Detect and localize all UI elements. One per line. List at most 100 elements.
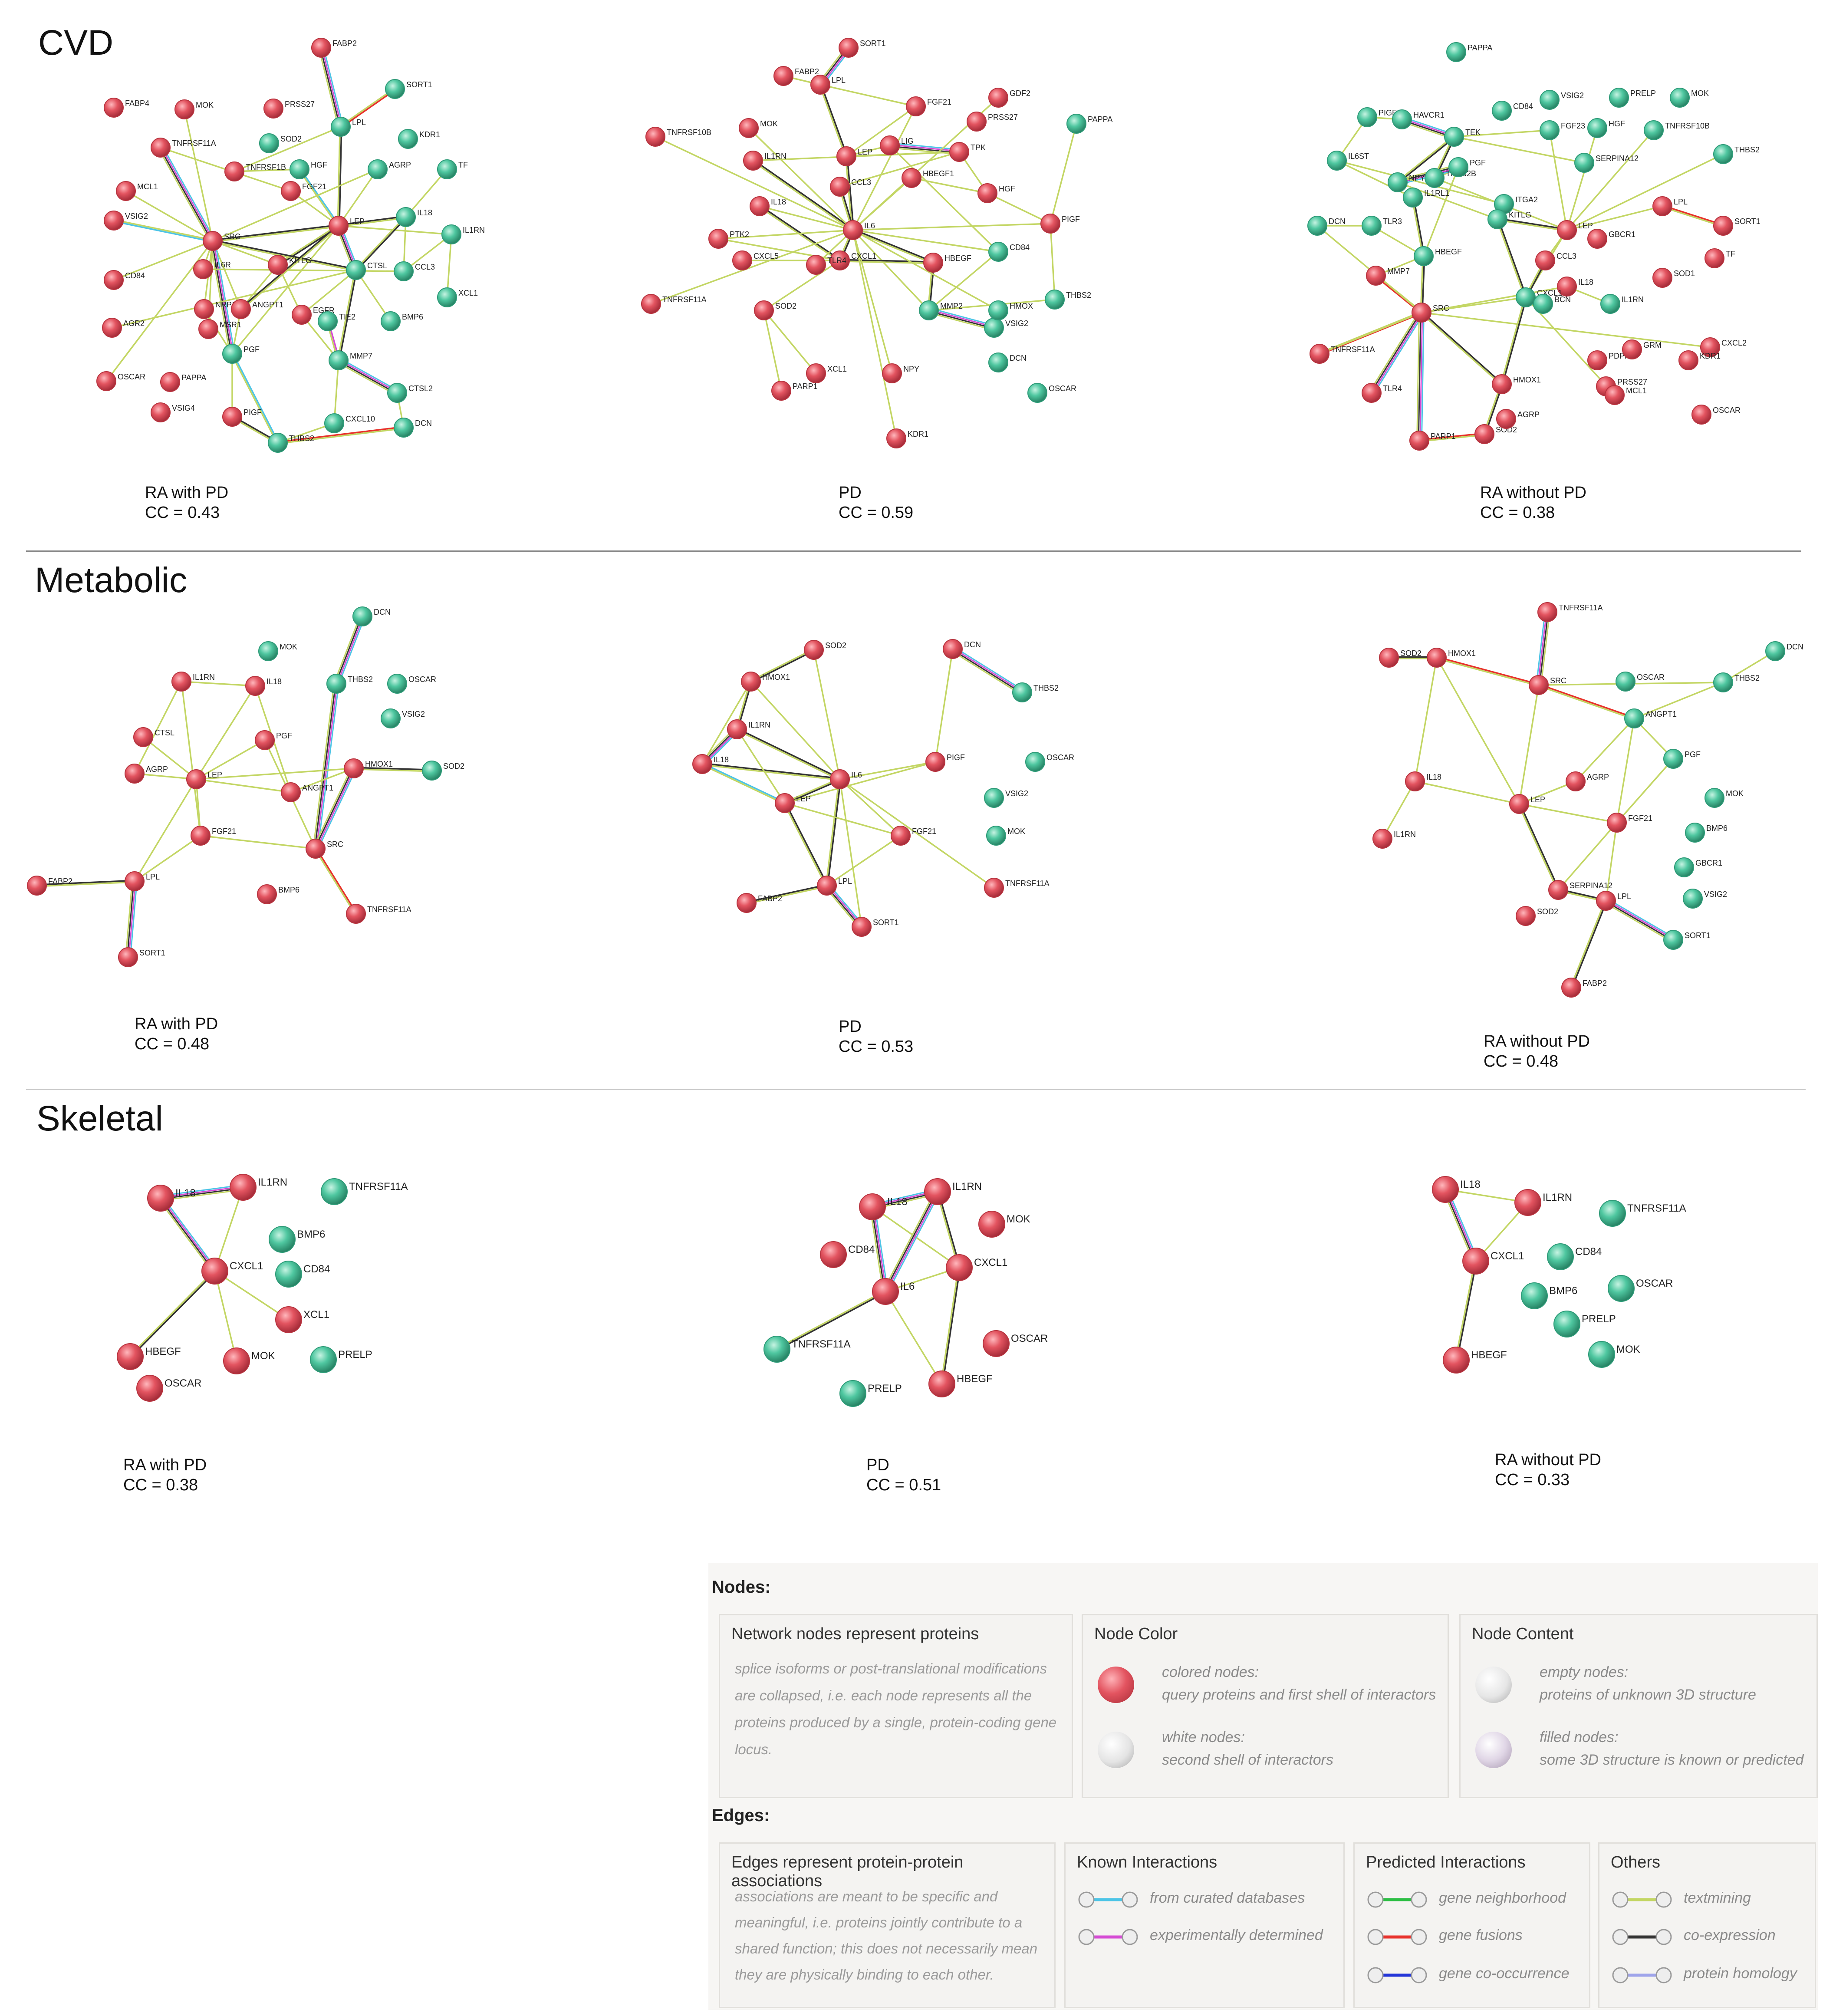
protein-node[interactable] xyxy=(984,318,1004,338)
protein-node[interactable] xyxy=(310,1346,337,1373)
protein-node[interactable] xyxy=(437,287,457,307)
protein-node[interactable] xyxy=(1557,220,1577,240)
protein-node[interactable] xyxy=(1566,771,1586,791)
protein-node[interactable] xyxy=(1609,88,1629,108)
protein-node[interactable] xyxy=(1432,1176,1459,1203)
protein-node[interactable] xyxy=(986,826,1006,846)
protein-node[interactable] xyxy=(830,177,850,197)
protein-node[interactable] xyxy=(387,383,407,403)
protein-node[interactable] xyxy=(1596,891,1616,911)
protein-node[interactable] xyxy=(817,876,837,896)
protein-node[interactable] xyxy=(1392,109,1412,129)
protein-node[interactable] xyxy=(1521,1282,1548,1309)
protein-node[interactable] xyxy=(1683,889,1703,909)
protein-node[interactable] xyxy=(1600,294,1620,314)
protein-node[interactable] xyxy=(116,181,136,201)
protein-node[interactable] xyxy=(203,231,223,251)
protein-node[interactable] xyxy=(1409,431,1429,451)
protein-node[interactable] xyxy=(396,207,416,227)
protein-node[interactable] xyxy=(928,1370,955,1397)
protein-node[interactable] xyxy=(754,300,774,320)
protein-node[interactable] xyxy=(1533,294,1553,314)
protein-node[interactable] xyxy=(1713,144,1733,164)
protein-node[interactable] xyxy=(201,1258,228,1285)
protein-node[interactable] xyxy=(1372,829,1392,849)
protein-node[interactable] xyxy=(1535,250,1555,270)
protein-node[interactable] xyxy=(387,674,407,694)
protein-node[interactable] xyxy=(275,1306,302,1333)
protein-node[interactable] xyxy=(230,1174,257,1201)
protein-node[interactable] xyxy=(117,1343,144,1370)
protein-node[interactable] xyxy=(147,1185,174,1212)
protein-node[interactable] xyxy=(1025,752,1045,772)
protein-node[interactable] xyxy=(692,754,712,774)
protein-node[interactable] xyxy=(1691,405,1711,425)
protein-node[interactable] xyxy=(1045,290,1065,310)
protein-node[interactable] xyxy=(268,433,288,453)
protein-node[interactable] xyxy=(1446,42,1466,62)
protein-node[interactable] xyxy=(1537,602,1557,622)
protein-node[interactable] xyxy=(1362,216,1382,236)
protein-node[interactable] xyxy=(171,672,191,692)
protein-node[interactable] xyxy=(1357,107,1377,127)
protein-node[interactable] xyxy=(136,1375,163,1402)
protein-node[interactable] xyxy=(773,66,793,86)
protein-node[interactable] xyxy=(943,639,963,659)
protein-node[interactable] xyxy=(346,260,366,280)
protein-node[interactable] xyxy=(174,99,194,119)
protein-node[interactable] xyxy=(1644,120,1664,140)
protein-node[interactable] xyxy=(919,300,939,320)
protein-node[interactable] xyxy=(257,884,277,904)
protein-node[interactable] xyxy=(245,676,265,696)
protein-node[interactable] xyxy=(1492,101,1512,121)
protein-node[interactable] xyxy=(381,708,401,728)
protein-node[interactable] xyxy=(880,135,900,155)
protein-node[interactable] xyxy=(1366,266,1386,286)
protein-node[interactable] xyxy=(1540,90,1560,110)
protein-node[interactable] xyxy=(368,159,388,179)
protein-node[interactable] xyxy=(1588,1341,1615,1368)
protein-node[interactable] xyxy=(1557,277,1577,296)
protein-node[interactable] xyxy=(344,758,364,778)
protein-node[interactable] xyxy=(324,413,344,433)
protein-node[interactable] xyxy=(231,299,251,319)
protein-node[interactable] xyxy=(394,261,414,281)
protein-node[interactable] xyxy=(422,761,442,781)
protein-node[interactable] xyxy=(1514,1189,1541,1216)
protein-node[interactable] xyxy=(1509,794,1529,814)
protein-node[interactable] xyxy=(104,98,124,118)
protein-node[interactable] xyxy=(830,250,850,270)
protein-node[interactable] xyxy=(222,344,242,364)
protein-node[interactable] xyxy=(988,352,1008,372)
protein-node[interactable] xyxy=(1412,303,1431,323)
protein-node[interactable] xyxy=(886,428,906,448)
protein-node[interactable] xyxy=(984,878,1004,898)
protein-node[interactable] xyxy=(281,181,301,201)
protein-node[interactable] xyxy=(988,300,1008,320)
protein-node[interactable] xyxy=(1605,385,1625,405)
protein-node[interactable] xyxy=(1516,906,1536,926)
protein-node[interactable] xyxy=(329,350,349,370)
protein-node[interactable] xyxy=(385,79,405,99)
protein-node[interactable] xyxy=(191,826,211,846)
protein-node[interactable] xyxy=(1607,813,1627,833)
protein-node[interactable] xyxy=(949,142,969,162)
protein-node[interactable] xyxy=(1587,118,1607,138)
protein-node[interactable] xyxy=(186,769,206,789)
protein-node[interactable] xyxy=(1700,337,1720,357)
protein-node[interactable] xyxy=(1027,383,1047,403)
protein-node[interactable] xyxy=(843,220,863,240)
protein-node[interactable] xyxy=(104,270,124,290)
protein-node[interactable] xyxy=(318,311,338,331)
protein-node[interactable] xyxy=(1462,1248,1489,1275)
protein-node[interactable] xyxy=(311,38,331,58)
protein-node[interactable] xyxy=(1492,374,1512,394)
protein-node[interactable] xyxy=(381,311,401,331)
protein-node[interactable] xyxy=(806,363,826,383)
protein-node[interactable] xyxy=(839,1380,866,1407)
protein-node[interactable] xyxy=(1066,114,1086,134)
protein-node[interactable] xyxy=(988,88,1008,108)
protein-node[interactable] xyxy=(983,1330,1010,1357)
protein-node[interactable] xyxy=(222,407,242,427)
protein-node[interactable] xyxy=(441,224,461,244)
